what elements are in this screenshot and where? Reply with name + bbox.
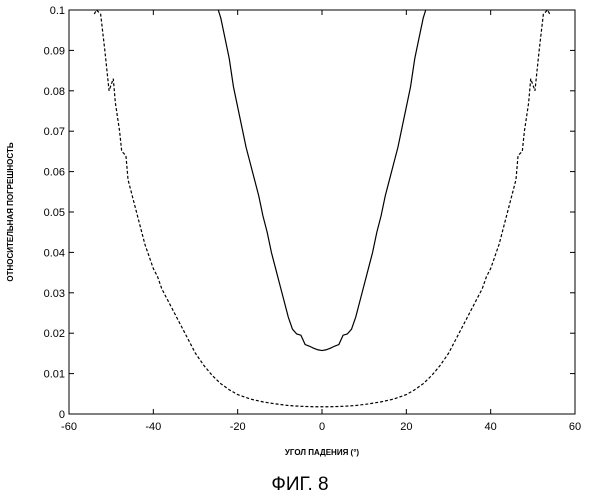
y-tick-label: 0.08 bbox=[44, 86, 65, 98]
x-tick-label: 0 bbox=[319, 421, 325, 433]
y-tick-label: 0.03 bbox=[44, 288, 65, 300]
series-group bbox=[94, 10, 549, 407]
plot-area-frame bbox=[69, 10, 575, 414]
x-tick-label: 20 bbox=[400, 421, 412, 433]
x-axis-title: УГОЛ ПАДЕНИЯ (°) bbox=[285, 448, 359, 457]
x-tick-label: 40 bbox=[485, 421, 497, 433]
y-tick-label: 0.01 bbox=[44, 369, 65, 381]
series-2-dashed-line bbox=[94, 10, 549, 407]
y-axis-title: ОТНОСИТЕЛЬНАЯ ПОГРЕШНОСТЬ bbox=[6, 142, 15, 281]
y-tick-label: 0.09 bbox=[44, 45, 65, 57]
y-tick-label: 0.05 bbox=[44, 207, 65, 219]
series-1-solid-line bbox=[218, 10, 425, 351]
figure-caption: ФИГ. 8 bbox=[0, 474, 600, 496]
y-tick-label: 0.1 bbox=[50, 5, 65, 17]
y-tick-label: 0.04 bbox=[44, 247, 65, 259]
axis-ticks: -60 -40 -20 0 20 40 60 0 0.01 0.02 0.03 0.04 0.05 0.0… bbox=[44, 5, 582, 433]
x-tick-label: -20 bbox=[230, 421, 246, 433]
y-tick-label: 0.06 bbox=[44, 167, 65, 179]
x-tick-label: -60 bbox=[61, 421, 77, 433]
y-tick-label: 0.07 bbox=[44, 126, 65, 138]
y-tick-label: 0 bbox=[59, 409, 65, 421]
x-tick-label: -40 bbox=[145, 421, 161, 433]
x-tick-label: 60 bbox=[569, 421, 581, 433]
y-tick-label: 0.02 bbox=[44, 328, 65, 340]
